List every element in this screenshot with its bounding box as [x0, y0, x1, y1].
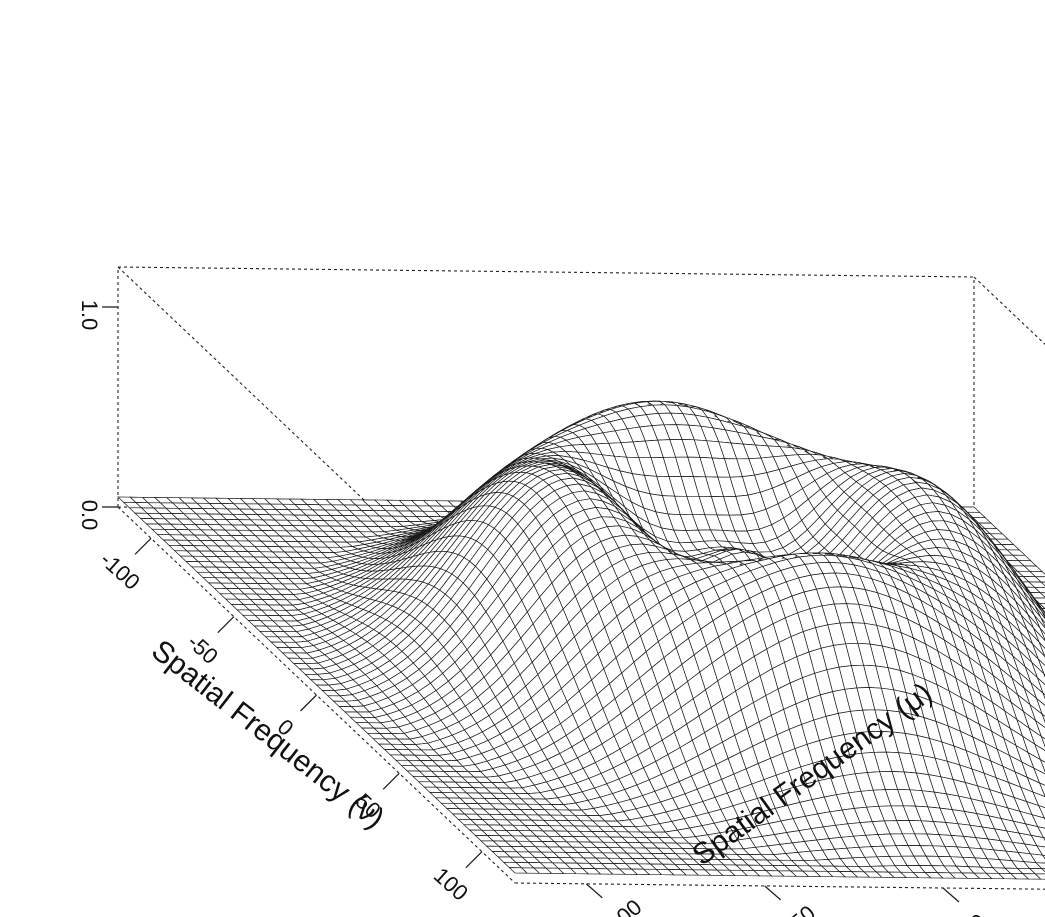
y-tick-mark — [217, 616, 235, 634]
z-tick-label: 0.0 — [77, 500, 102, 531]
y-tick-mark — [300, 694, 317, 712]
box-edge-top-left — [117, 266, 516, 644]
x-tick-label: 0 — [965, 909, 990, 917]
x-tick-mark — [585, 883, 603, 899]
x-tick-mark — [764, 885, 782, 901]
y-tick-label: 100 — [429, 863, 473, 906]
box-edge-base-left — [117, 506, 516, 884]
surface-mesh — [117, 400, 1045, 880]
y-tick-mark — [465, 851, 483, 869]
box-edge-top-back — [117, 266, 975, 278]
z-tick-label: 1.0 — [77, 300, 102, 331]
x-tick-label: -50 — [780, 900, 820, 917]
x-tick-mark — [942, 887, 960, 903]
box-edge-top-right — [973, 276, 1045, 346]
y-tick-mark — [382, 772, 400, 790]
x-tick-label: -100 — [597, 894, 647, 917]
y-tick-mark — [134, 537, 152, 555]
y-tick-label: -100 — [95, 547, 144, 595]
